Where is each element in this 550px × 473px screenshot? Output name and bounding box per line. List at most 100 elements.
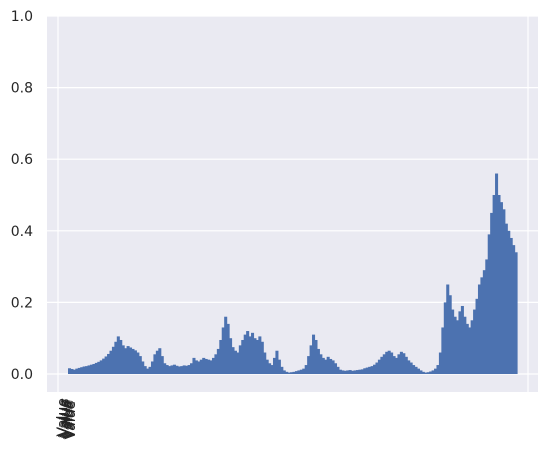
bar — [436, 365, 440, 374]
x-tick-label: Value — [57, 399, 73, 437]
x-tick-label: Value — [60, 400, 76, 438]
bar — [180, 366, 184, 374]
bar — [158, 348, 162, 374]
bar — [175, 365, 179, 374]
bar — [370, 366, 374, 374]
bar — [392, 356, 396, 374]
bar — [197, 361, 201, 374]
bar — [421, 371, 425, 374]
bar — [514, 252, 518, 374]
bar — [280, 366, 284, 374]
bar — [390, 352, 394, 374]
bar — [482, 270, 486, 374]
bar — [512, 245, 516, 374]
bar — [253, 338, 257, 374]
bar — [394, 357, 399, 374]
bar — [185, 365, 189, 374]
bar — [385, 351, 389, 374]
bar — [68, 368, 72, 374]
bar — [438, 352, 442, 374]
bar — [360, 369, 364, 374]
bar — [365, 367, 369, 374]
bar — [148, 366, 152, 374]
bar — [492, 195, 496, 374]
bar — [480, 277, 484, 374]
bar — [236, 352, 240, 374]
bar — [470, 320, 474, 374]
bar — [214, 354, 218, 374]
bar — [138, 356, 142, 374]
bar — [226, 323, 230, 374]
y-tick-label: 0.0 — [11, 367, 33, 383]
y-tick-label: 0.6 — [11, 152, 33, 168]
bar — [104, 356, 108, 374]
bar — [341, 370, 345, 374]
bar — [292, 371, 296, 374]
x-tick-label: Value — [55, 398, 71, 436]
bar — [399, 351, 403, 374]
bar — [199, 359, 203, 374]
bar — [248, 336, 252, 374]
bar — [407, 360, 411, 374]
bar — [150, 361, 155, 374]
bar — [495, 173, 499, 374]
bar — [70, 368, 74, 374]
bar — [168, 366, 172, 374]
bar — [343, 370, 347, 374]
bar — [297, 370, 301, 374]
bar — [194, 360, 198, 374]
bar — [414, 366, 418, 374]
bar — [309, 345, 313, 374]
bar — [419, 370, 423, 374]
bar — [426, 372, 430, 374]
bar — [136, 352, 140, 374]
bar — [233, 350, 237, 374]
y-tick-label: 0.2 — [11, 295, 33, 311]
bar — [446, 284, 450, 374]
bar — [487, 234, 491, 374]
bar — [409, 362, 413, 374]
bar — [416, 368, 420, 374]
bar — [377, 359, 381, 374]
bar — [477, 284, 481, 374]
bar — [119, 339, 123, 374]
bar — [92, 363, 96, 374]
bar — [75, 368, 79, 374]
bar — [87, 365, 91, 374]
bar — [346, 370, 350, 374]
bar — [170, 365, 174, 374]
bar — [224, 316, 228, 374]
bar — [114, 341, 118, 374]
bar — [287, 372, 291, 374]
bar — [246, 331, 250, 374]
bar — [190, 363, 194, 374]
bar — [465, 323, 469, 374]
bar — [331, 360, 335, 374]
bar — [314, 339, 318, 374]
bar — [329, 358, 333, 374]
bar — [277, 359, 281, 374]
bar — [285, 371, 289, 374]
bar — [109, 350, 113, 374]
bar — [102, 358, 106, 374]
bar — [402, 353, 406, 374]
bar — [351, 370, 355, 374]
bar — [499, 202, 503, 374]
bar — [85, 366, 89, 374]
bar — [207, 359, 211, 374]
bar — [172, 364, 176, 374]
bar — [451, 309, 455, 374]
bar — [412, 365, 416, 374]
bar — [504, 223, 508, 374]
bar — [221, 327, 225, 374]
bar — [126, 346, 130, 374]
bar — [458, 311, 462, 374]
bar — [243, 334, 247, 374]
bar — [316, 348, 320, 374]
bar — [265, 359, 269, 374]
bar — [192, 357, 196, 374]
bar — [448, 295, 452, 374]
bar — [363, 368, 367, 374]
bar — [182, 365, 186, 374]
